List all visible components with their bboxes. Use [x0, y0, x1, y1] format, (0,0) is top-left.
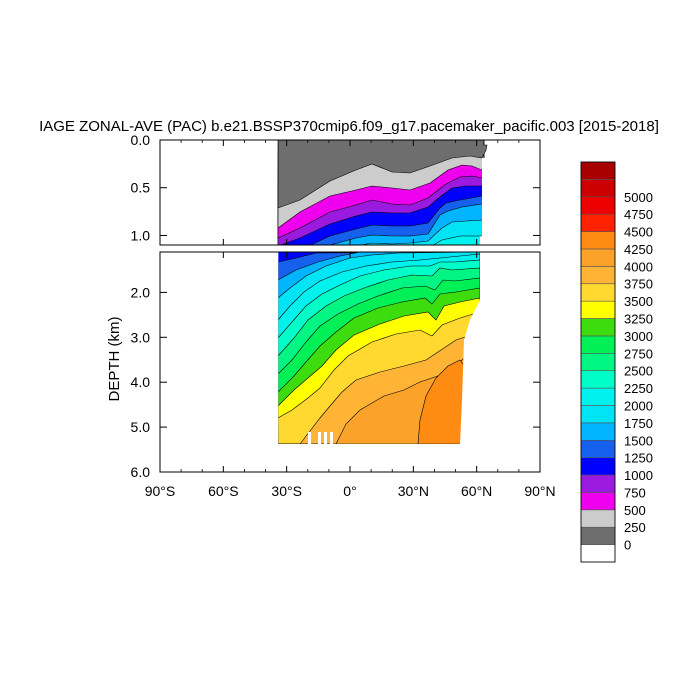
- colorbar-swatch: [580, 231, 616, 250]
- colorbar-swatch: [580, 439, 616, 458]
- colorbar-label: 2250: [624, 381, 653, 396]
- colorbar-swatch: [580, 266, 616, 285]
- colorbar-swatch: [580, 422, 616, 441]
- colorbar-swatch: [580, 474, 616, 493]
- lower-nodata-east: [480, 252, 540, 472]
- colorbar-swatch: [580, 457, 616, 476]
- colorbar-label: 2000: [624, 398, 653, 413]
- colorbar-frame: [580, 161, 616, 563]
- colorbar-swatch: [580, 509, 616, 528]
- colorbar-swatch: [580, 283, 616, 302]
- colorbar-swatch: [580, 492, 616, 511]
- y-tick-label-lower: 2.0: [131, 284, 151, 300]
- x-tick-label: 30°N: [398, 483, 429, 499]
- x-tick-label: 60°N: [461, 483, 492, 499]
- colorbar-label: 1500: [624, 433, 653, 448]
- colorbar: 0 250 500 750 1000 1250 1500 1750 2000 2250 2500 27…: [580, 161, 653, 563]
- lower-nodata-right: [460, 300, 480, 444]
- y-tick-label-lower: 6.0: [131, 464, 151, 480]
- x-tick-label: 90°S: [145, 483, 176, 499]
- x-tick-label: 90°N: [524, 483, 555, 499]
- colorbar-label: 2500: [624, 364, 653, 379]
- colorbar-label: 750: [624, 485, 646, 500]
- y-tick-label-upper: 0.5: [131, 180, 151, 196]
- colorbar-swatch: [580, 318, 616, 337]
- y-tick-label-lower: 5.0: [131, 419, 151, 435]
- colorbar-label: 1750: [624, 416, 653, 431]
- colorbar-label: 5000: [624, 190, 653, 205]
- upper-contour-band: [277, 140, 488, 209]
- nodata-notch: [308, 432, 311, 444]
- colorbar-label: 4250: [624, 242, 653, 257]
- colorbar-label: 1000: [624, 468, 653, 483]
- colorbar-swatch: [580, 387, 616, 406]
- colorbar-label: 4000: [624, 259, 653, 274]
- colorbar-label: 3250: [624, 312, 653, 327]
- colorbar-swatch: [580, 300, 616, 319]
- y-axis-label: DEPTH (km): [106, 317, 123, 402]
- colorbar-label: 2750: [624, 346, 653, 361]
- nodata-notch: [324, 432, 327, 444]
- y-tick-label-lower: 4.0: [131, 374, 151, 390]
- colorbar-swatch: [580, 248, 616, 267]
- x-tick-label: 30°S: [271, 483, 302, 499]
- colorbar-swatch: [580, 161, 616, 180]
- y-tick-label-upper: 1.0: [131, 227, 151, 243]
- colorbar-swatch: [580, 405, 616, 424]
- x-tick-label: 0°: [343, 483, 356, 499]
- colorbar-label: 500: [624, 503, 646, 518]
- upper-nodata-edge: [482, 158, 490, 245]
- colorbar-swatch: [580, 526, 616, 545]
- y-tick-label-lower: 3.0: [131, 329, 151, 345]
- colorbar-swatch: [580, 196, 616, 215]
- colorbar-swatch: [580, 544, 616, 563]
- chart-title: IAGE ZONAL-AVE (PAC) b.e21.BSSP370cmip6.…: [39, 118, 659, 135]
- colorbar-swatch: [580, 370, 616, 389]
- colorbar-swatch: [580, 179, 616, 198]
- colorbar-swatch: [580, 353, 616, 371]
- colorbar-label: 3750: [624, 277, 653, 292]
- lower-nodata-west: [160, 252, 279, 472]
- x-tick-label: 60°S: [208, 483, 239, 499]
- upper-panel-fill: [277, 140, 540, 245]
- colorbar-label: 250: [624, 520, 646, 535]
- colorbar-label: 4750: [624, 207, 653, 222]
- upper-nodata-right: [489, 140, 540, 245]
- colorbar-label: 0: [624, 538, 631, 553]
- lower-panel-fill: [160, 252, 540, 472]
- nodata-notch: [330, 432, 333, 444]
- nodata-notch: [318, 432, 321, 444]
- colorbar-label: 3000: [624, 329, 653, 344]
- colorbar-swatch: [580, 335, 616, 354]
- axes-ticks: 90°S 60°S 30°S 0° 30°N 60°N 90°N 0.0 0.5 1.0 2.0 3.…: [131, 132, 556, 499]
- colorbar-swatch: [580, 213, 616, 232]
- colorbar-label: 4500: [624, 225, 653, 240]
- y-tick-label-upper: 0.0: [131, 132, 151, 148]
- colorbar-label: 1250: [624, 451, 653, 466]
- colorbar-label: 3500: [624, 294, 653, 309]
